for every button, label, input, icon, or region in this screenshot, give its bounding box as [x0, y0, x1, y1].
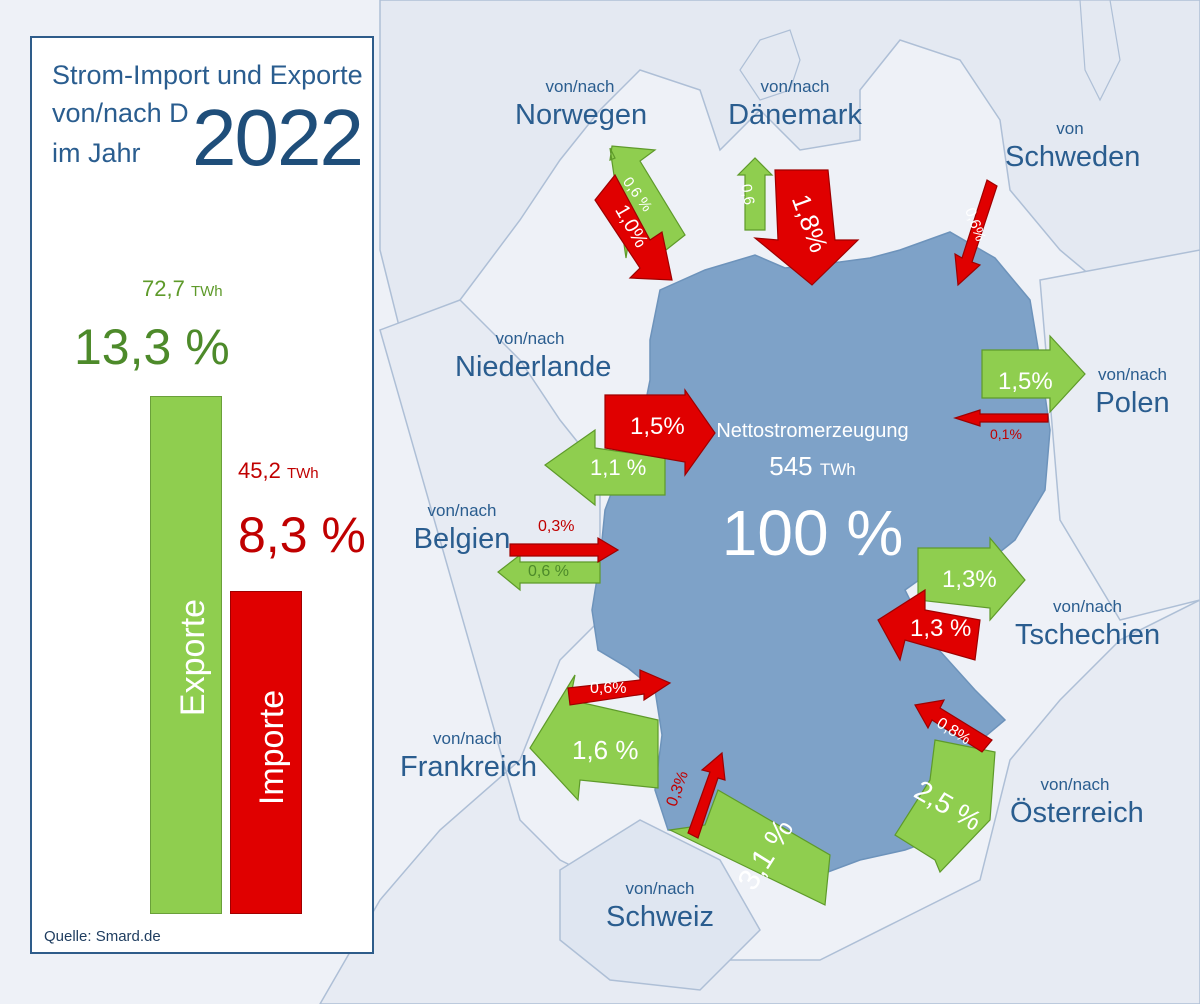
label-daenemark: von/nach Dänemark [728, 77, 862, 131]
export-bar-label: Exporte [174, 598, 213, 717]
scandinavia-land [379, 0, 1200, 332]
source-note: Quelle: Smard.de [44, 928, 161, 945]
panel-title-line2: von/nach D [52, 98, 189, 128]
export-percent: 13,3 % [74, 319, 230, 375]
niederlande-import-arrow [604, 388, 716, 477]
frankreich-export-value: 1,6 % [572, 735, 639, 765]
label-frankreich: von/nach Frankreich [400, 729, 537, 783]
label-polen: von/nach Polen [1095, 365, 1170, 419]
danish-island [739, 29, 801, 101]
belgien-import-arrow [509, 536, 620, 564]
tschechien-import-arrow [877, 588, 981, 662]
center-label: Nettostromerzeugung 545 TWh 100 % [705, 420, 920, 570]
tschechien-export-value: 1,3% [942, 566, 997, 593]
import-bar-label: Importe [253, 689, 292, 806]
oesterreich-import-arrow [914, 699, 993, 753]
daenemark-export-value: 0,6 [737, 182, 758, 207]
label-oesterreich: von/nach Österreich [1010, 775, 1144, 829]
export-bar [150, 396, 222, 914]
schweden-import-arrow [954, 179, 998, 287]
belgien-export-arrow [497, 553, 601, 592]
daenemark-import-arrow [753, 169, 860, 286]
schweiz-import-arrow [687, 751, 726, 839]
polen-export-arrow [981, 334, 1086, 414]
tschechien-export-arrow [917, 536, 1026, 622]
panel-title-line3: im Jahr [52, 138, 141, 168]
export-twh: 72,7 TWh [142, 276, 223, 301]
frankreich-import-value: 0,6% [590, 680, 627, 697]
import-twh: 45,2 TWh [238, 458, 319, 483]
summary-panel: Strom-Import und Exporte von/nach D im J… [30, 36, 374, 954]
import-percent: 8,3 % [238, 507, 366, 563]
switzerland-land [559, 819, 761, 991]
import-bar [230, 591, 302, 914]
panel-year: 2022 [192, 93, 364, 182]
norwegen-import-arrow [594, 173, 673, 281]
label-schweiz: von/nach Schweiz [606, 879, 714, 933]
center-percent: 100 % [721, 497, 904, 569]
label-norwegen: von/nach Norwegen [515, 77, 648, 131]
polen-export-value: 1,5% [998, 368, 1053, 395]
center-title: Nettostromerzeugung [716, 420, 909, 442]
center-twh: 545 TWh [769, 451, 856, 481]
oesterreich-export-arrow [894, 739, 996, 874]
belgien-import-value: 0,3% [538, 518, 575, 535]
polen-import-arrow [953, 409, 1049, 427]
frankreich-import-arrow [567, 669, 672, 706]
polen-import-value: 0,1% [990, 426, 1022, 442]
label-tschechien: von/nach Tschechien [1015, 597, 1161, 651]
daenemark-export-arrow [736, 157, 774, 231]
label-niederlande: von/nach Niederlande [455, 329, 612, 383]
niederlande-export-value: 1,1 % [590, 455, 647, 480]
baltic-coast [1079, 0, 1121, 102]
belgien-export-value: 0,6 % [528, 563, 569, 580]
label-schweden: von Schweden [1005, 119, 1141, 173]
niederlande-import-value: 1,5% [630, 413, 685, 440]
tschechien-import-value: 1,3 % [910, 615, 972, 642]
schweiz-export-arrow [667, 789, 831, 906]
panel-title-line1: Strom-Import und Exporte [52, 60, 363, 90]
label-belgien: von/nach Belgien [413, 501, 511, 555]
